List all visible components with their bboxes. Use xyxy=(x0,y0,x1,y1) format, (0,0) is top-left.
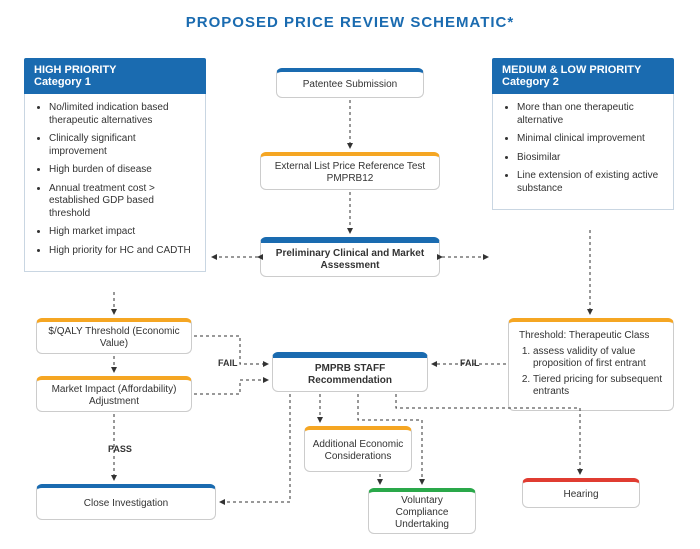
market-box: Market Impact (Affordability) Adjustment xyxy=(36,376,192,412)
threshold-box: Threshold: Therapeutic Class assess vali… xyxy=(508,318,674,411)
voluntary-box: Voluntary Compliance Undertaking xyxy=(368,488,476,534)
category2-header: MEDIUM & LOW PRIORITY Category 2 xyxy=(492,58,674,94)
hearing-label: Hearing xyxy=(563,489,598,501)
close-box: Close Investigation xyxy=(36,484,216,520)
additional-box: Additional Economic Considerations xyxy=(304,426,412,472)
category1-box: HIGH PRIORITY Category 1 No/limited indi… xyxy=(24,58,206,272)
category2-bullet: Line extension of existing active substa… xyxy=(517,170,663,195)
category2-bullet: More than one therapeutic alternative xyxy=(517,102,663,127)
category1-body: No/limited indication based therapeutic … xyxy=(24,94,206,272)
threshold-title: Threshold: Therapeutic Class xyxy=(519,330,663,342)
fail-left-label: FAIL xyxy=(218,358,238,368)
fail-right-label: FAIL xyxy=(460,358,480,368)
market-label: Market Impact (Affordability) Adjustment xyxy=(43,384,185,408)
category1-bullet: Clinically significant improvement xyxy=(49,133,195,158)
external-box: External List Price Reference Test PMPRB… xyxy=(260,152,440,190)
category1-header-line1: HIGH PRIORITY xyxy=(34,64,117,76)
category2-body: More than one therapeutic alternative Mi… xyxy=(492,94,674,210)
category1-bullet: No/limited indication based therapeutic … xyxy=(49,102,195,127)
pass-label: PASS xyxy=(108,444,132,454)
category2-header-line2: Category 2 xyxy=(502,76,559,88)
preliminary-box: Preliminary Clinical and Market Assessme… xyxy=(260,237,440,277)
category1-header-line2: Category 1 xyxy=(34,76,91,88)
category2-header-line1: MEDIUM & LOW PRIORITY xyxy=(502,64,641,76)
category2-bullet: Minimal clinical improvement xyxy=(517,133,663,146)
category1-bullet: High burden of disease xyxy=(49,164,195,177)
category2-bullet: Biosimilar xyxy=(517,152,663,165)
category1-bullet: High market impact xyxy=(49,226,195,239)
page-title: PROPOSED PRICE REVIEW SCHEMATIC* xyxy=(0,0,700,41)
voluntary-label: Voluntary Compliance Undertaking xyxy=(375,495,469,531)
staff-label: PMPRB STAFF Recommendation xyxy=(279,363,421,387)
category1-header: HIGH PRIORITY Category 1 xyxy=(24,58,206,94)
close-label: Close Investigation xyxy=(84,498,169,510)
staff-box: PMPRB STAFF Recommendation xyxy=(272,352,428,392)
preliminary-label: Preliminary Clinical and Market Assessme… xyxy=(267,248,433,272)
external-label: External List Price Reference Test PMPRB… xyxy=(267,161,433,185)
additional-label: Additional Economic Considerations xyxy=(311,439,405,463)
category2-box: MEDIUM & LOW PRIORITY Category 2 More th… xyxy=(492,58,674,210)
patentee-box: Patentee Submission xyxy=(276,68,424,98)
hearing-box: Hearing xyxy=(522,478,640,508)
category1-bullet: Annual treatment cost > established GDP … xyxy=(49,183,195,221)
category1-bullet: High priority for HC and CADTH xyxy=(49,245,195,258)
patentee-label: Patentee Submission xyxy=(303,79,398,91)
threshold-item: assess validity of value proposition of … xyxy=(533,346,663,370)
threshold-item: Tiered pricing for subsequent entrants xyxy=(533,374,663,398)
qaly-label: $/QALY Threshold (Economic Value) xyxy=(43,326,185,350)
qaly-box: $/QALY Threshold (Economic Value) xyxy=(36,318,192,354)
